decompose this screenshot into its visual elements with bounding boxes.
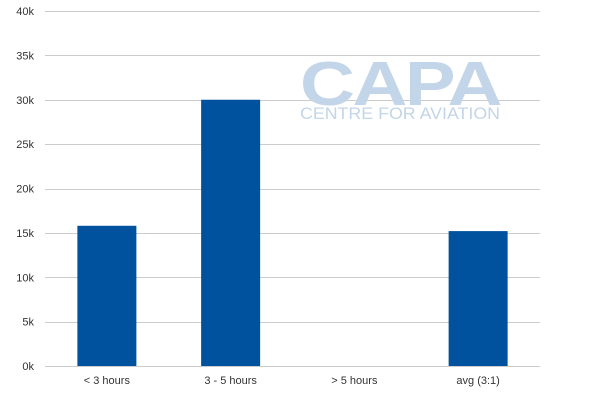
watermark-logo: CAPA: [300, 50, 501, 119]
bar: [448, 231, 508, 366]
y-tick-label: 15k: [16, 228, 34, 240]
y-tick-label: 25k: [16, 139, 34, 151]
y-tick-label: 10k: [16, 272, 34, 284]
bars: [77, 99, 508, 366]
x-tick-label: < 3 hours: [84, 375, 131, 387]
x-tick-label: avg (3:1): [456, 375, 499, 387]
y-tick-label: 0k: [22, 361, 34, 373]
y-tick-label: 5k: [22, 317, 34, 329]
bar: [201, 99, 261, 366]
capa-watermark: CAPA CENTRE FOR AVIATION: [300, 50, 503, 123]
y-tick-label: 20k: [16, 184, 34, 196]
x-tick-label: > 5 hours: [331, 375, 378, 387]
y-axis-tick-labels: 0k 5k 10k 15k 20k 25k 30k 35k 40k: [16, 6, 34, 373]
x-axis-tick-labels: < 3 hours 3 - 5 hours > 5 hours avg (3:1): [84, 375, 500, 387]
y-tick-label: 40k: [16, 6, 34, 18]
y-tick-label: 30k: [16, 95, 34, 107]
y-tick-label: 35k: [16, 50, 34, 62]
x-tick-label: 3 - 5 hours: [204, 375, 257, 387]
bar: [77, 225, 137, 366]
watermark-tagline: CENTRE FOR AVIATION: [300, 104, 500, 123]
